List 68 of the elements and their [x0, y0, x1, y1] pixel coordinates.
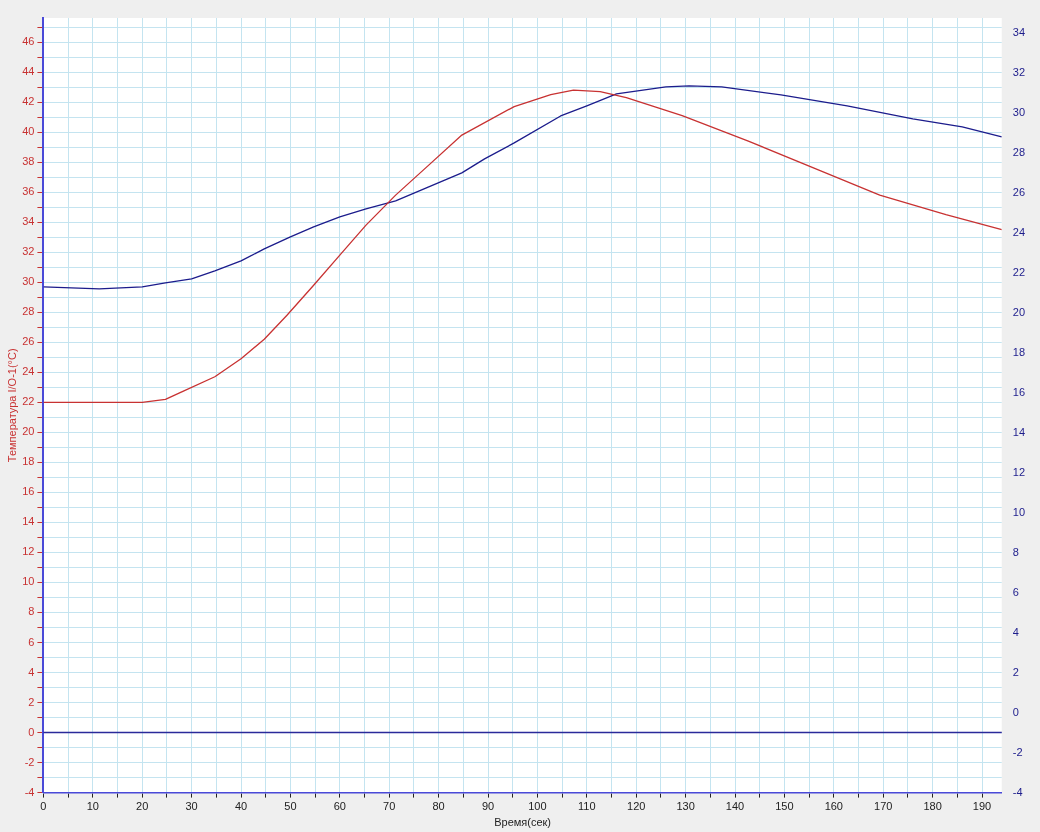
y2-tick-label: -2	[1012, 745, 1023, 758]
x-tick-label: 70	[383, 800, 396, 813]
x-tick-label: 160	[824, 800, 843, 813]
x-tick-label: 110	[578, 800, 596, 813]
y-tick-label: 28	[22, 305, 35, 318]
y-tick-label: 18	[22, 455, 35, 468]
y-tick-label: 22	[22, 395, 35, 408]
y-tick-label: 2	[28, 695, 35, 708]
y-tick-label: 36	[22, 185, 35, 198]
y2-tick-label: 14	[1012, 425, 1026, 438]
y2-tick-label: 4	[1012, 625, 1019, 638]
y-axis-title: Температура I/O-1(°C)	[5, 348, 18, 463]
x-tick-label: 10	[86, 800, 99, 813]
y2-tick-label: 34	[1012, 26, 1026, 39]
x-tick-label: 90	[481, 800, 495, 813]
y2-tick-label: 24	[1012, 225, 1026, 238]
y2-tick-label: 20	[1012, 305, 1026, 318]
x-tick-label: 150	[775, 800, 794, 813]
y2-tick-label: 26	[1012, 185, 1026, 198]
x-tick-label: 130	[676, 800, 695, 813]
y-tick-label: 30	[22, 275, 35, 288]
y-tick-label: 34	[22, 215, 35, 228]
x-tick-label: 40	[234, 800, 248, 813]
y2-tick-label: 16	[1012, 385, 1026, 398]
y2-tick-label: 2	[1012, 665, 1019, 678]
x-tick-label: 190	[972, 800, 992, 813]
y2-tick-label: 10	[1012, 505, 1026, 518]
y2-tick-label: 28	[1012, 145, 1026, 158]
y2-tick-label: 8	[1012, 545, 1019, 558]
y2-tick-label: -4	[1012, 785, 1023, 798]
x-tick-label: 180	[923, 800, 942, 813]
y-tick-label: 44	[22, 65, 35, 78]
y2-tick-label: 30	[1012, 105, 1026, 118]
x-tick-label: 100	[528, 800, 547, 813]
y-tick-label: 4	[28, 665, 35, 678]
y-tick-label: 14	[22, 515, 35, 528]
y-tick-label: 24	[22, 365, 35, 378]
y-tick-label: 26	[22, 335, 35, 348]
x-tick-label: 30	[185, 800, 198, 813]
y-tick-label: 0	[28, 725, 35, 738]
y-tick-label: 46	[22, 35, 35, 48]
y-tick-label: 8	[28, 605, 35, 618]
x-tick-label: 120	[627, 800, 646, 813]
x-tick-label: 60	[333, 800, 346, 813]
x-tick-label: 20	[136, 800, 149, 813]
y-tick-label: 12	[22, 545, 35, 558]
y-tick-label: -2	[24, 755, 35, 768]
y-tick-label: 42	[22, 95, 35, 108]
x-tick-label: 140	[725, 800, 745, 813]
y-tick-label: 40	[22, 125, 35, 138]
x-tick-label: 50	[284, 800, 297, 813]
x-tick-label: 80	[432, 800, 445, 813]
y-tick-label: 10	[22, 575, 35, 588]
y2-tick-label: 12	[1012, 465, 1026, 478]
y-tick-label: 16	[22, 485, 35, 498]
x-tick-label: 170	[874, 800, 893, 813]
y2-tick-label: 0	[1012, 705, 1019, 718]
y2-tick-label: 32	[1012, 66, 1026, 78]
y2-tick-label: 22	[1012, 265, 1026, 278]
y-tick-label: 32	[22, 245, 35, 258]
x-axis-title: Время(сек)	[494, 816, 552, 829]
x-tick-label: 0	[40, 800, 47, 813]
y-tick-label: 6	[28, 635, 35, 648]
y-tick-label: 38	[22, 155, 35, 168]
y-tick-label: -4	[24, 785, 35, 798]
y2-tick-label: 6	[1012, 585, 1019, 598]
y2-tick-label: 18	[1012, 345, 1026, 358]
y-tick-label: 20	[22, 425, 35, 438]
